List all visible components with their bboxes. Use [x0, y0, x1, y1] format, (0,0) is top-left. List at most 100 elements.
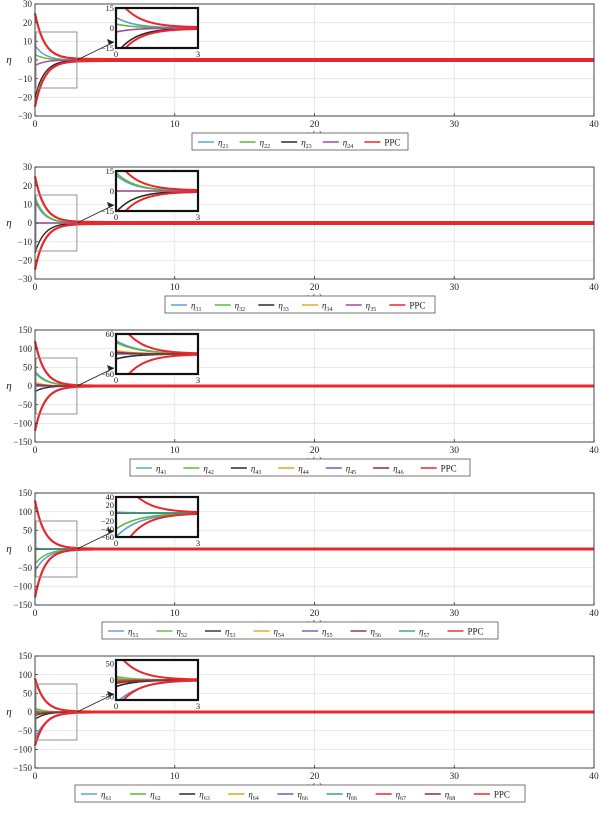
inset-y-tick-label: −60 — [101, 369, 114, 379]
inset-ppc-lower — [116, 679, 199, 701]
legend-entry-label: η41 — [156, 464, 166, 477]
legend-entry-label: η51 — [128, 627, 138, 640]
legend-entry-label: η66 — [297, 790, 307, 803]
y-tick-label: 150 — [19, 325, 33, 335]
y-tick-label: 100 — [19, 507, 33, 517]
inset-frame — [114, 658, 200, 702]
legend-entry-label: PPC — [468, 627, 484, 637]
zoom-arrow-head — [107, 528, 114, 534]
legend-entry-label: PPC — [409, 301, 425, 311]
inset-y-tick-label: 0 — [110, 186, 114, 196]
legend-entry-label: η67 — [396, 790, 406, 803]
zoom-arrow — [76, 204, 115, 224]
y-tick-label: −30 — [18, 274, 33, 284]
legend-entry-label: η55 — [322, 627, 332, 640]
legend-entry-label: η57 — [419, 627, 429, 640]
zoom-arrow — [76, 530, 115, 550]
y-tick-label: −150 — [13, 600, 32, 610]
x-tick-label: 30 — [450, 283, 460, 293]
x-tick-label: 40 — [589, 609, 599, 619]
x-tick-label: 30 — [450, 609, 460, 619]
inset-ppc-upper — [116, 7, 199, 28]
inset-series-line-eta-57 — [115, 511, 198, 514]
y-tick-label: 100 — [19, 670, 33, 680]
inset-y-tick-label: 60 — [106, 329, 115, 339]
y-tick-label: 0 — [28, 55, 33, 65]
inset-x-tick-label: 0 — [114, 701, 118, 711]
legend-entry-label: η61 — [101, 790, 111, 803]
series-group — [33, 13, 594, 107]
legend-entry-label: η44 — [298, 464, 308, 477]
y-tick-label: −30 — [18, 111, 33, 121]
y-tick-label: 10 — [23, 200, 33, 210]
legend: η61 η62 η63 η64 η66 η66 η67 η68 PPC — [74, 784, 526, 803]
legend-entry-label: η68 — [445, 790, 455, 803]
legend-entry-label: η66 — [347, 790, 357, 803]
x-tick-label: 30 — [450, 446, 460, 456]
y-tick-label: 0 — [28, 218, 33, 228]
x-tick-label: 20 — [310, 446, 320, 456]
inset-y-tick-label: 0 — [110, 675, 114, 685]
legend-entry-label: η64 — [248, 790, 258, 803]
legend-box — [74, 784, 526, 803]
x-tick-label: 40 — [589, 283, 599, 293]
y-tick-label: −150 — [13, 437, 32, 447]
legend-entry-label: η63 — [199, 790, 209, 803]
inset-x-tick-label: 0 — [114, 375, 118, 385]
legend: η51 η52 η53 η54 η55 η56 η57 PPC — [101, 621, 499, 640]
legend-entry-label: PPC — [494, 790, 510, 800]
y-tick-label: 150 — [19, 488, 33, 498]
zoom-arrow — [76, 693, 115, 713]
y-tick-label: −10 — [18, 74, 33, 84]
ppc-lower-bound — [33, 59, 594, 107]
x-tick-label: 0 — [33, 283, 38, 293]
legend-box — [101, 621, 499, 640]
x-tick-label: 10 — [170, 283, 180, 293]
legend-entry-label: η24 — [343, 138, 353, 151]
legend-entry-label: η34 — [322, 301, 332, 314]
y-axis-label: η — [6, 543, 11, 555]
inset-y-tick-label: 15 — [106, 3, 115, 13]
y-axis-label: η — [6, 380, 11, 392]
inset-frame — [114, 6, 200, 50]
inset-plot: 150−150 3 — [101, 166, 200, 222]
series-group — [33, 500, 594, 598]
inset-x-tick-label: 0 — [114, 212, 118, 222]
legend-entry-label: η32 — [235, 301, 245, 314]
y-tick-label: 30 — [23, 0, 33, 9]
y-tick-label: −10 — [18, 237, 33, 247]
inset-y-tick-label: −50 — [101, 692, 114, 702]
x-tick-label: 20 — [310, 283, 320, 293]
legend-entry-label: PPC — [441, 464, 457, 474]
legend-box — [129, 458, 471, 477]
legend-entry-label: η42 — [203, 464, 213, 477]
zoom-arrow-head — [107, 39, 114, 45]
series-group — [33, 340, 594, 432]
y-tick-label: −50 — [18, 726, 33, 736]
x-tick-label: 30 — [450, 772, 460, 782]
inset-ppc-upper — [116, 170, 199, 191]
legend-entry-label: η22 — [260, 138, 270, 151]
ppc-lower-bound — [33, 385, 594, 432]
inset-x-tick-label: 3 — [196, 49, 200, 59]
zoom-arrow — [76, 41, 115, 61]
legend-entry-label: η45 — [346, 464, 356, 477]
x-tick-label: 0 — [33, 609, 38, 619]
inset-plot: 500−500 3 — [101, 658, 200, 711]
y-tick-label: 20 — [23, 18, 33, 28]
x-tick-label: 10 — [170, 609, 180, 619]
inset-ppc-lower — [116, 191, 199, 212]
y-axis-label: η — [6, 54, 11, 66]
inset-frame — [114, 169, 200, 213]
y-tick-label: 0 — [28, 381, 33, 391]
inset-y-tick-label: 0 — [110, 349, 114, 359]
inset-series-line-eta-24 — [115, 27, 199, 33]
legend-entry-label: η54 — [274, 627, 284, 640]
ppc-lower-bound — [33, 222, 594, 270]
inset-y-tick-label: 40 — [106, 492, 115, 502]
y-tick-label: 50 — [23, 363, 33, 373]
